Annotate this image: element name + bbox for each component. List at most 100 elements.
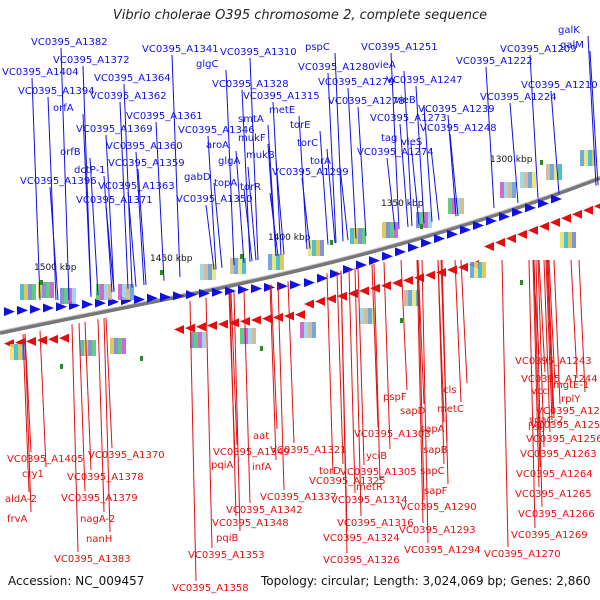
forward-gene-arrow-23	[304, 278, 315, 288]
forward-leader-0	[60, 47, 70, 301]
forward-label-21: aroA	[206, 140, 229, 151]
reverse-leader-45	[205, 297, 213, 549]
forward-gene-arrow-17	[225, 286, 236, 296]
reverse-leader-30	[277, 283, 285, 491]
forward-label-32: torE	[290, 120, 310, 131]
reverse-leader-7	[400, 259, 408, 391]
feature-block-20-1	[194, 332, 198, 348]
reverse-label-18: VC0395_A1321	[270, 445, 347, 456]
feature-block-13-2	[508, 182, 512, 198]
reverse-label-4: rplY	[561, 394, 581, 405]
forward-leader-5	[82, 113, 92, 297]
forward-leader-43	[390, 52, 400, 230]
reverse-gene-arrow-10	[218, 319, 228, 329]
reverse-label-9: sdaC-2	[529, 415, 564, 426]
reverse-gene-arrow-44	[594, 203, 600, 209]
reverse-leader-6	[553, 259, 561, 405]
feature-block-18-3	[92, 340, 96, 356]
forward-label-52: VC0395_A1239	[418, 104, 495, 115]
forward-label-47: vieS	[401, 137, 422, 148]
forward-label-41: tag	[381, 133, 397, 144]
reverse-label-39: VC0395_A1293	[399, 525, 476, 536]
reverse-label-53: VC0395_A1379	[61, 493, 138, 504]
reverse-leader-43	[421, 259, 429, 544]
reverse-leader-1	[538, 259, 546, 373]
reverse-gene-arrow-29	[425, 270, 435, 280]
forward-leader-24	[243, 188, 253, 262]
forward-label-19: smtA	[238, 114, 264, 125]
forward-gene-arrow-28	[369, 256, 380, 266]
feature-block-10-1	[386, 222, 390, 238]
reverse-label-7: pspF	[383, 392, 407, 403]
reverse-gene-arrow-34	[484, 242, 494, 252]
reverse-label-0: VC0395_A1243	[515, 356, 592, 367]
tick-mark-1	[160, 270, 163, 275]
forward-gene-arrow-40	[525, 203, 536, 213]
reverse-gene-arrow-32	[458, 262, 468, 272]
forward-leader-50	[485, 66, 495, 209]
feature-block-5-3	[212, 264, 216, 280]
forward-leader-26	[249, 57, 259, 261]
reverse-label-15: VC0395_A1303	[354, 429, 431, 440]
reverse-label-28: VC0395_A1325	[309, 476, 386, 487]
reverse-label-5: cls	[443, 385, 457, 396]
forward-gene-arrow-29	[382, 251, 393, 261]
feature-block-24-1	[408, 290, 412, 306]
forward-leader-45	[415, 85, 425, 224]
forward-gene-arrow-36	[473, 220, 484, 230]
reverse-gene-arrow-26	[392, 278, 402, 288]
forward-gene-arrow-11	[147, 293, 158, 303]
forward-label-13: VC0395_A1396	[20, 176, 97, 187]
reverse-gene-arrow-8	[196, 322, 206, 332]
feature-block-21-0	[240, 328, 244, 344]
feature-block-18-0	[80, 340, 84, 356]
reverse-label-52: aldA-2	[5, 494, 37, 505]
reverse-label-35: VC0395_A1290	[400, 502, 477, 513]
reverse-label-57: VC0395_A1383	[54, 554, 131, 565]
reverse-gene-arrow-43	[583, 205, 593, 215]
feature-block-21-2	[248, 328, 252, 344]
feature-block-2-0	[60, 288, 64, 304]
forward-label-30: VC0395_A1315	[243, 91, 320, 102]
reverse-leader-18	[287, 281, 295, 444]
forward-gene-arrow-25	[330, 269, 341, 279]
ruler-label-1: 1350 kbp	[381, 199, 424, 209]
forward-gene-arrow-37	[486, 216, 497, 226]
reverse-leader-44	[501, 259, 509, 548]
reverse-gene-arrow-2	[26, 336, 36, 346]
forward-gene-arrow-27	[356, 260, 367, 270]
forward-leader-23	[213, 182, 223, 268]
feature-block-2-3	[72, 288, 76, 304]
reverse-leader-47	[189, 300, 197, 582]
forward-label-53: VC0395_A1210	[521, 80, 598, 91]
reverse-leader-4	[578, 259, 586, 393]
forward-leader-9	[135, 151, 145, 286]
forward-leader-37	[339, 166, 349, 241]
feature-block-24-0	[404, 290, 408, 306]
reverse-label-22: infA	[252, 462, 272, 473]
forward-leader-12	[137, 168, 147, 285]
reverse-gene-arrow-23	[359, 286, 369, 296]
reverse-label-30: VC0395_A1337	[260, 492, 337, 503]
forward-label-6: VC0395_A1362	[90, 91, 167, 102]
reverse-gene-arrow-17	[295, 310, 305, 320]
forward-label-10: orfB	[60, 147, 81, 158]
feature-block-9-0	[350, 228, 354, 244]
feature-block-16-2	[588, 150, 592, 166]
feature-block-25-0	[470, 262, 474, 278]
reverse-label-27: VC0395_A1264	[516, 469, 593, 480]
reverse-label-45: VC0395_A1353	[188, 550, 265, 561]
reverse-leader-36	[535, 259, 543, 508]
accession-text: Accession: NC_009457	[8, 574, 145, 588]
feature-block-3-2	[104, 284, 108, 300]
forward-leader-39	[357, 106, 367, 237]
tick-mark-3	[330, 240, 333, 245]
forward-label-15: VC0395_A1371	[76, 195, 153, 206]
forward-leader-17	[225, 69, 235, 266]
feature-block-26-3	[572, 232, 576, 248]
reverse-label-36: VC0395_A1266	[518, 509, 595, 520]
forward-gene-arrow-30	[395, 247, 406, 257]
reverse-leader-37	[229, 292, 237, 517]
reverse-label-32: sapF	[424, 486, 448, 497]
